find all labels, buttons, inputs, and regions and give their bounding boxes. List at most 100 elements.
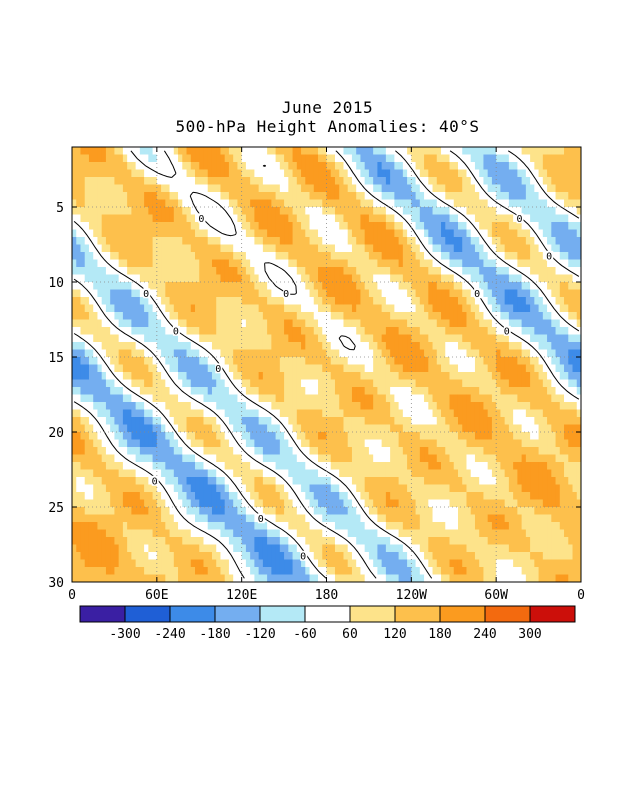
field-cell: [228, 244, 234, 253]
field-cell: [144, 432, 149, 441]
field-cell: [305, 237, 311, 246]
field-cell: [271, 177, 277, 186]
field-cell: [330, 297, 336, 306]
field-cell: [296, 154, 302, 163]
field-cell: [114, 177, 120, 186]
field-cell: [258, 432, 264, 441]
field-cell: [195, 282, 200, 291]
field-cell: [258, 342, 264, 351]
field-cell: [411, 402, 417, 411]
field-cell: [152, 207, 158, 216]
field-cell: [284, 252, 289, 261]
field-cell: [161, 207, 166, 216]
field-cell: [245, 447, 251, 456]
field-cell: [199, 229, 205, 238]
field-cell: [182, 274, 188, 283]
field-cell: [555, 229, 561, 238]
field-cell: [555, 387, 561, 396]
field-cell: [424, 349, 429, 358]
field-cell: [110, 199, 116, 208]
field-cell: [139, 192, 145, 201]
field-cell: [203, 334, 209, 343]
field-cell: [462, 244, 468, 253]
field-cell: [88, 214, 94, 223]
field-cell: [131, 184, 137, 193]
field-cell: [169, 447, 175, 456]
field-cell: [173, 387, 179, 396]
field-cell: [398, 252, 404, 261]
field-cell: [547, 417, 552, 426]
field-cell: [466, 297, 472, 306]
field-cell: [250, 379, 255, 388]
field-cell: [432, 409, 438, 418]
field-cell: [385, 342, 391, 351]
field-cell: [415, 424, 421, 433]
field-cell: [496, 334, 502, 343]
field-cell: [275, 282, 281, 291]
field-cell: [258, 192, 264, 201]
field-cell: [318, 229, 323, 238]
field-cell: [453, 387, 459, 396]
field-cell: [394, 394, 400, 403]
field-cell: [373, 372, 378, 381]
field-cell: [525, 192, 531, 201]
field-cell: [292, 312, 298, 321]
field-cell: [144, 357, 149, 366]
field-cell: [237, 244, 243, 253]
field-cell: [343, 327, 349, 336]
field-cell: [381, 289, 387, 298]
field-cell: [428, 147, 434, 156]
field-cell: [161, 267, 166, 276]
field-cell: [428, 154, 434, 163]
field-cell: [156, 237, 162, 246]
field-cell: [110, 364, 116, 373]
field-cell: [491, 387, 497, 396]
field-cell: [576, 439, 581, 448]
field-cell: [301, 379, 306, 388]
field-cell: [139, 417, 145, 426]
field-cell: [296, 289, 302, 298]
field-cell: [351, 364, 357, 373]
field-cell: [445, 282, 451, 291]
field-cell: [80, 432, 86, 441]
field-cell: [211, 312, 217, 321]
field-cell: [195, 199, 200, 208]
field-cell: [500, 387, 506, 396]
field-cell: [195, 229, 200, 238]
field-cell: [470, 402, 476, 411]
field-cell: [559, 259, 565, 268]
field-cell: [267, 207, 272, 216]
field-cell: [402, 214, 408, 223]
field-cell: [441, 154, 446, 163]
field-cell: [237, 289, 243, 298]
field-cell: [377, 169, 383, 178]
field-cell: [279, 379, 285, 388]
field-cell: [432, 289, 438, 298]
field-cell: [207, 424, 213, 433]
field-cell: [267, 304, 272, 313]
field-cell: [169, 304, 175, 313]
field-cell: [500, 229, 506, 238]
field-cell: [275, 304, 281, 313]
field-cell: [326, 222, 332, 231]
field-cell: [445, 387, 451, 396]
field-cell: [360, 177, 366, 186]
field-cell: [254, 289, 260, 298]
field-cell: [564, 409, 569, 418]
field-cell: [483, 274, 489, 283]
field-cell: [275, 402, 281, 411]
field-cell: [504, 192, 510, 201]
field-cell: [279, 357, 285, 366]
field-cell: [373, 184, 378, 193]
field-cell: [220, 454, 226, 463]
field-cell: [419, 342, 425, 351]
field-cell: [551, 342, 557, 351]
field-cell: [551, 252, 557, 261]
field-cell: [101, 297, 107, 306]
field-cell: [322, 267, 328, 276]
field-cell: [178, 394, 183, 403]
field-cell: [576, 319, 581, 328]
field-cell: [500, 207, 506, 216]
field-cell: [436, 379, 442, 388]
field-cell: [93, 372, 99, 381]
